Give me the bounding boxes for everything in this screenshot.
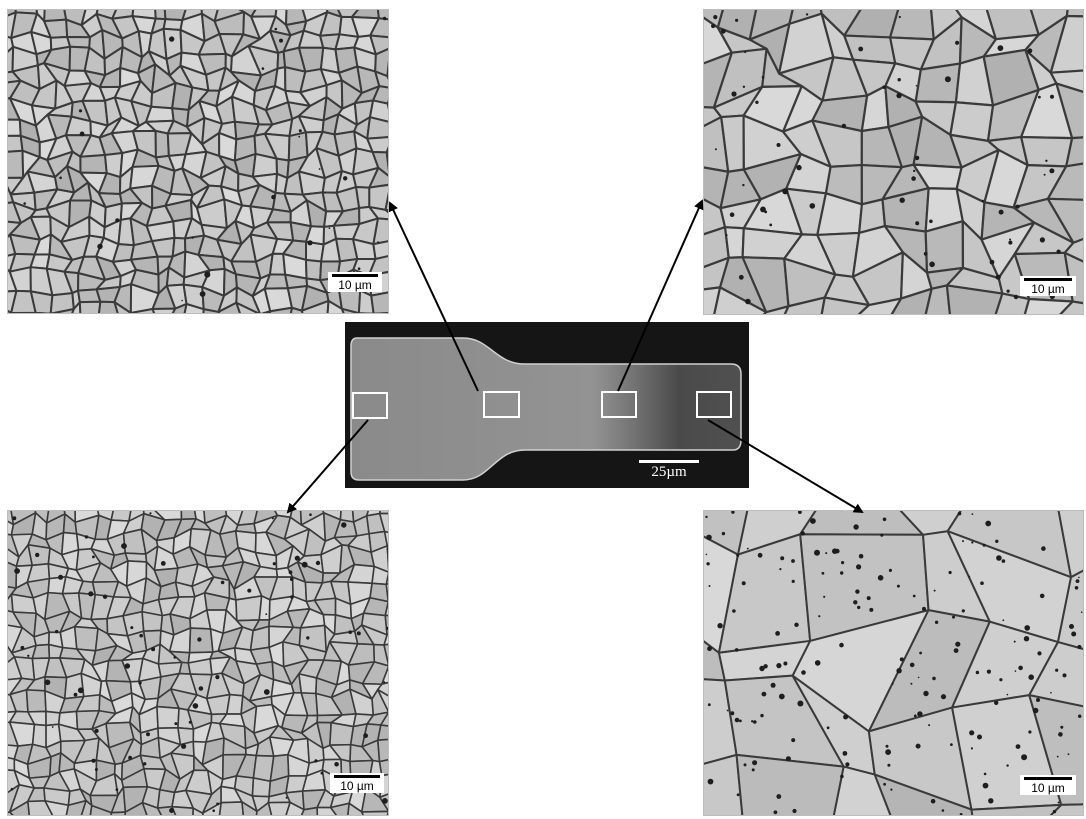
scale-bar: 10 µm xyxy=(1020,775,1076,795)
scale-bar-label: 10 µm xyxy=(1031,781,1065,795)
specimen-body xyxy=(350,337,742,481)
specimen-scale-bar-label: 25µm xyxy=(651,464,687,480)
sample-box-3 xyxy=(601,391,637,418)
scale-bar-line xyxy=(1024,278,1072,281)
micrograph-bottom-left: 10 µm xyxy=(7,510,389,816)
micrograph-texture xyxy=(704,511,1083,815)
scale-bar-line xyxy=(1024,777,1072,780)
scale-bar-label: 10 µm xyxy=(340,779,374,793)
micrograph-texture xyxy=(8,511,388,815)
scale-bar-label: 10 µm xyxy=(1031,282,1065,296)
micrograph-bottom-right: 10 µm xyxy=(703,510,1084,816)
scale-bar: 10 µm xyxy=(328,272,382,292)
scale-bar: 10 µm xyxy=(1020,276,1076,296)
sample-box-1 xyxy=(352,392,388,419)
scale-bar-line xyxy=(332,274,378,277)
scale-bar-label: 10 µm xyxy=(338,278,372,292)
sample-box-4 xyxy=(696,391,732,418)
specimen-scale-bar-line xyxy=(639,460,699,463)
specimen-scale-bar: 25µm xyxy=(639,460,699,480)
micrograph-texture xyxy=(8,10,388,313)
micrograph-top-right: 10 µm xyxy=(703,9,1084,315)
scale-bar: 10 µm xyxy=(330,773,384,793)
specimen-image: 25µm xyxy=(345,322,749,488)
sample-box-2 xyxy=(483,391,520,418)
micrograph-top-left: 10 µm xyxy=(7,9,389,314)
micrograph-texture xyxy=(704,10,1083,314)
scale-bar-line xyxy=(334,775,380,778)
